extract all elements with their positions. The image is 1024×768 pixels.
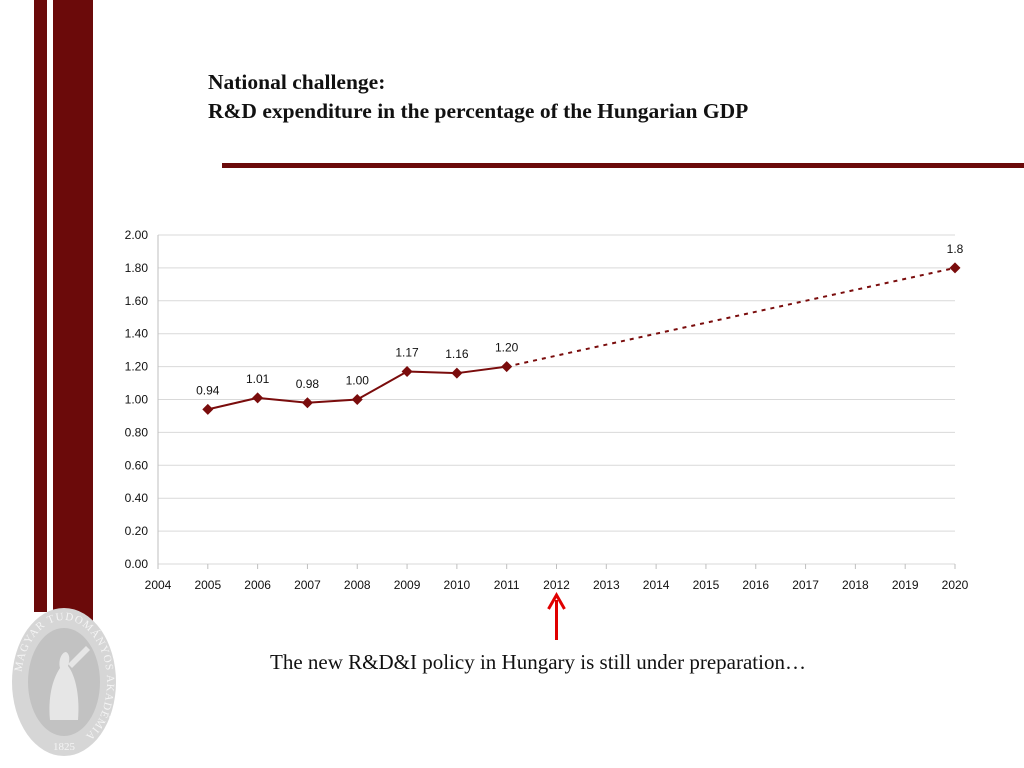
data-label: 1.00	[346, 374, 370, 388]
x-tick-label: 2012	[543, 578, 570, 592]
annotation-arrow-head	[547, 591, 566, 610]
x-tick-label: 2010	[444, 578, 471, 592]
data-point-marker	[401, 366, 413, 378]
data-label: 1.8	[947, 242, 964, 256]
title-line-1: National challenge:	[208, 70, 386, 94]
policy-note: The new R&D&I policy in Hungary is still…	[270, 650, 806, 674]
decorative-bar-outer	[34, 0, 47, 612]
data-label: 1.16	[445, 347, 469, 361]
y-tick-label: 0.00	[125, 557, 149, 571]
x-tick-label: 2009	[394, 578, 421, 592]
x-tick-label: 2013	[593, 578, 620, 592]
data-label: 1.20	[495, 341, 519, 355]
y-tick-label: 0.20	[125, 524, 149, 538]
seal-year: 1825	[53, 741, 76, 753]
y-tick-label: 1.60	[125, 294, 149, 308]
x-tick-label: 2015	[693, 578, 720, 592]
y-tick-label: 1.80	[125, 261, 149, 275]
data-point-marker	[301, 397, 313, 409]
x-tick-label: 2007	[294, 578, 321, 592]
data-point-marker	[202, 403, 214, 415]
x-tick-label: 2004	[145, 578, 172, 592]
x-tick-label: 2019	[892, 578, 919, 592]
x-tick-label: 2017	[792, 578, 819, 592]
x-tick-label: 2016	[742, 578, 769, 592]
decorative-bar-inner	[53, 0, 93, 640]
rd-expenditure-chart: 0.000.200.400.600.801.001.201.401.601.80…	[125, 228, 969, 640]
title-line-2: R&D expenditure in the percentage of the…	[208, 99, 749, 123]
data-point-marker	[451, 367, 463, 379]
y-tick-label: 2.00	[125, 228, 149, 242]
data-label: 1.01	[246, 372, 270, 386]
y-tick-label: 1.00	[125, 393, 149, 407]
y-tick-label: 1.40	[125, 327, 149, 341]
data-point-marker	[252, 392, 264, 404]
y-tick-label: 0.40	[125, 491, 149, 505]
y-tick-label: 0.60	[125, 458, 149, 472]
x-tick-label: 2018	[842, 578, 869, 592]
x-tick-label: 2005	[194, 578, 221, 592]
x-tick-label: 2020	[942, 578, 969, 592]
data-label: 0.94	[196, 383, 220, 397]
x-tick-label: 2008	[344, 578, 371, 592]
data-label: 1.17	[395, 346, 419, 360]
x-tick-label: 2006	[244, 578, 271, 592]
slide-title: National challenge: R&D expenditure in t…	[208, 68, 748, 126]
data-point-marker	[949, 262, 961, 274]
x-tick-label: 2011	[494, 578, 520, 592]
title-divider	[222, 163, 1024, 168]
y-tick-label: 1.20	[125, 360, 149, 374]
projection-line	[506, 266, 956, 368]
y-tick-label: 0.80	[125, 425, 149, 439]
data-point-marker	[501, 361, 513, 373]
academy-seal-logo: MAGYAR TUDOMÁNYOS AKADÉMIA 1825	[12, 608, 116, 756]
x-tick-label: 2014	[643, 578, 670, 592]
data-point-marker	[351, 394, 363, 405]
data-label: 0.98	[296, 377, 320, 391]
